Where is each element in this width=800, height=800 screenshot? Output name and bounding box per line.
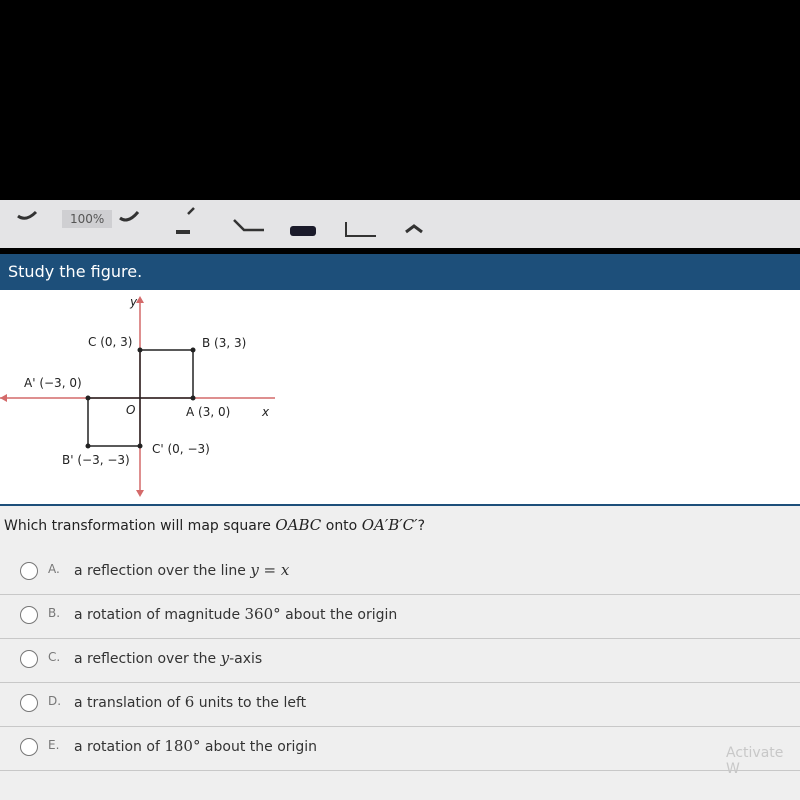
answer-option[interactable]: D. a translation of 6 units to the left <box>0 682 800 727</box>
x-axis-label: x <box>261 405 270 419</box>
option-letter: D. <box>48 694 62 708</box>
text-segment: a reflection over the <box>74 651 221 667</box>
point-label: A' (−3, 0) <box>24 376 82 390</box>
text-segment: a translation of <box>74 695 185 711</box>
y-axis-label: y <box>129 295 138 309</box>
option-text: a rotation of magnitude 360° about the o… <box>74 605 397 623</box>
option-letter: C. <box>48 650 61 664</box>
option-letter: B. <box>48 606 61 620</box>
text-segment: onto <box>321 518 362 534</box>
answer-option[interactable]: C. a reflection over the y-axis <box>0 638 800 683</box>
option-letter: A. <box>48 562 60 576</box>
answer-option[interactable]: A. a reflection over the line y = x <box>0 550 800 595</box>
zoom-level[interactable]: 100% <box>62 210 113 228</box>
option-text: a rotation of 180° about the origin <box>74 737 317 755</box>
answer-option[interactable]: B. a rotation of magnitude 360° about the… <box>0 594 800 639</box>
point-label: B' (−3, −3) <box>62 453 130 467</box>
text-segment: 6 <box>184 693 195 711</box>
question: Which transformation will map square OAB… <box>4 516 425 534</box>
point-label: A (3, 0) <box>186 405 230 419</box>
toolbar: 100% <box>0 200 800 248</box>
radio-button[interactable] <box>20 650 38 668</box>
text-segment: 180° <box>164 737 201 755</box>
radio-button[interactable] <box>20 606 38 624</box>
coordinate-figure: y x O C (0, 3) B (3, 3) A' (−3, 0) A (3,… <box>0 290 800 505</box>
text-segment: ? <box>417 518 425 534</box>
text-segment: 360° <box>244 605 281 623</box>
origin-label: O <box>126 403 135 417</box>
radio-button[interactable] <box>20 694 38 712</box>
point-label: B (3, 3) <box>202 336 246 350</box>
radio-button[interactable] <box>20 562 38 580</box>
text-segment: a rotation of <box>74 739 165 755</box>
point-label: C' (0, −3) <box>152 442 210 456</box>
text-segment: OA′B′C′ <box>361 516 418 534</box>
text-segment: Which transformation will map square <box>4 518 276 534</box>
text-segment: -axis <box>229 651 263 667</box>
answer-option[interactable]: E. a rotation of 180° about the origin <box>0 726 800 771</box>
text-segment: about the origin <box>280 607 398 623</box>
text-segment: y = x <box>250 561 290 579</box>
divider <box>0 504 800 506</box>
watermark: Activate W <box>726 745 784 777</box>
banner: Study the figure. <box>0 254 800 290</box>
toolbar-icons <box>17 207 423 237</box>
radio-button[interactable] <box>20 738 38 756</box>
text-segment: units to the left <box>194 695 307 711</box>
option-text: a reflection over the y-axis <box>74 649 262 667</box>
text-segment: a rotation of magnitude <box>74 607 245 623</box>
text-segment: OABC <box>275 516 322 534</box>
option-text: a reflection over the line y = x <box>74 561 289 579</box>
point-label: C (0, 3) <box>88 335 132 349</box>
text-segment: about the origin <box>200 739 318 755</box>
option-letter: E. <box>48 738 60 752</box>
text-segment: y <box>220 649 230 667</box>
text-segment: a reflection over the line <box>74 563 251 579</box>
content: y x O C (0, 3) B (3, 3) A' (−3, 0) A (3,… <box>0 290 800 800</box>
option-text: a translation of 6 units to the left <box>74 693 306 711</box>
